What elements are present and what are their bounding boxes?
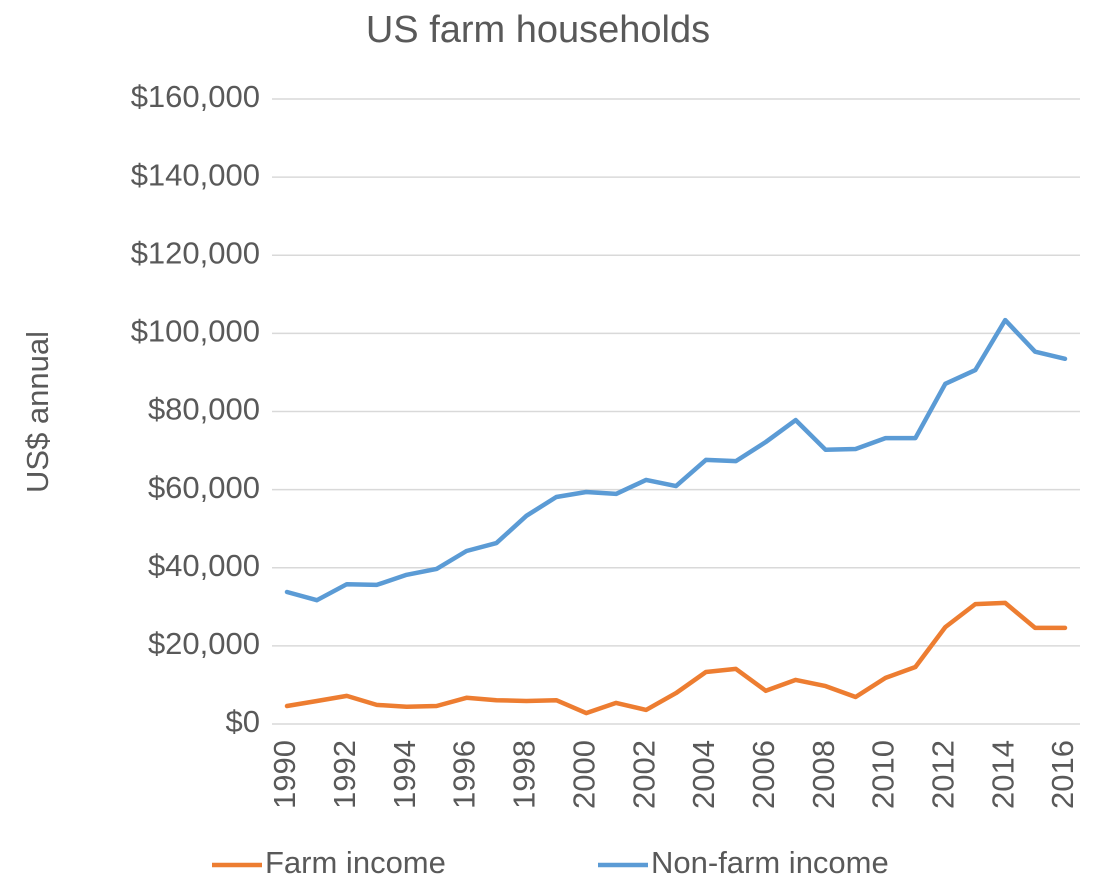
y-tick-label: $160,000	[131, 79, 260, 114]
line-series	[284, 600, 1068, 716]
y-tick-label: $120,000	[131, 235, 260, 270]
x-tick-label: 2010	[866, 740, 901, 809]
x-tick-label: 1990	[267, 740, 302, 809]
y-tick-label: $80,000	[148, 392, 260, 427]
y-axis-label: US$ annual	[20, 331, 55, 493]
y-tick-label: $40,000	[148, 548, 260, 583]
x-tick-label: 1996	[447, 740, 482, 809]
x-tick-label: 2000	[566, 740, 601, 809]
line-series	[284, 317, 1068, 603]
y-tick-label: $0	[226, 704, 260, 739]
chart-title: US farm households	[366, 9, 710, 51]
x-tick-label: 2016	[1045, 740, 1080, 809]
x-tick-label: 1994	[387, 740, 422, 809]
x-tick-label: 2008	[806, 740, 841, 809]
x-tick-label: 2006	[746, 740, 781, 809]
legend-label: Non-farm income	[651, 845, 889, 880]
x-tick-label: 2004	[686, 740, 721, 809]
y-tick-label: $60,000	[148, 470, 260, 505]
y-tick-label: $100,000	[131, 314, 260, 349]
y-tick-label: $140,000	[131, 157, 260, 192]
y-tick-label: $20,000	[148, 626, 260, 661]
x-tick-label: 2002	[626, 740, 661, 809]
x-tick-label: 1992	[327, 740, 362, 809]
x-tick-label: 2014	[985, 740, 1020, 809]
x-tick-label: 2012	[926, 740, 961, 809]
legend-label: Farm income	[265, 845, 446, 880]
x-tick-label: 1998	[507, 740, 542, 809]
